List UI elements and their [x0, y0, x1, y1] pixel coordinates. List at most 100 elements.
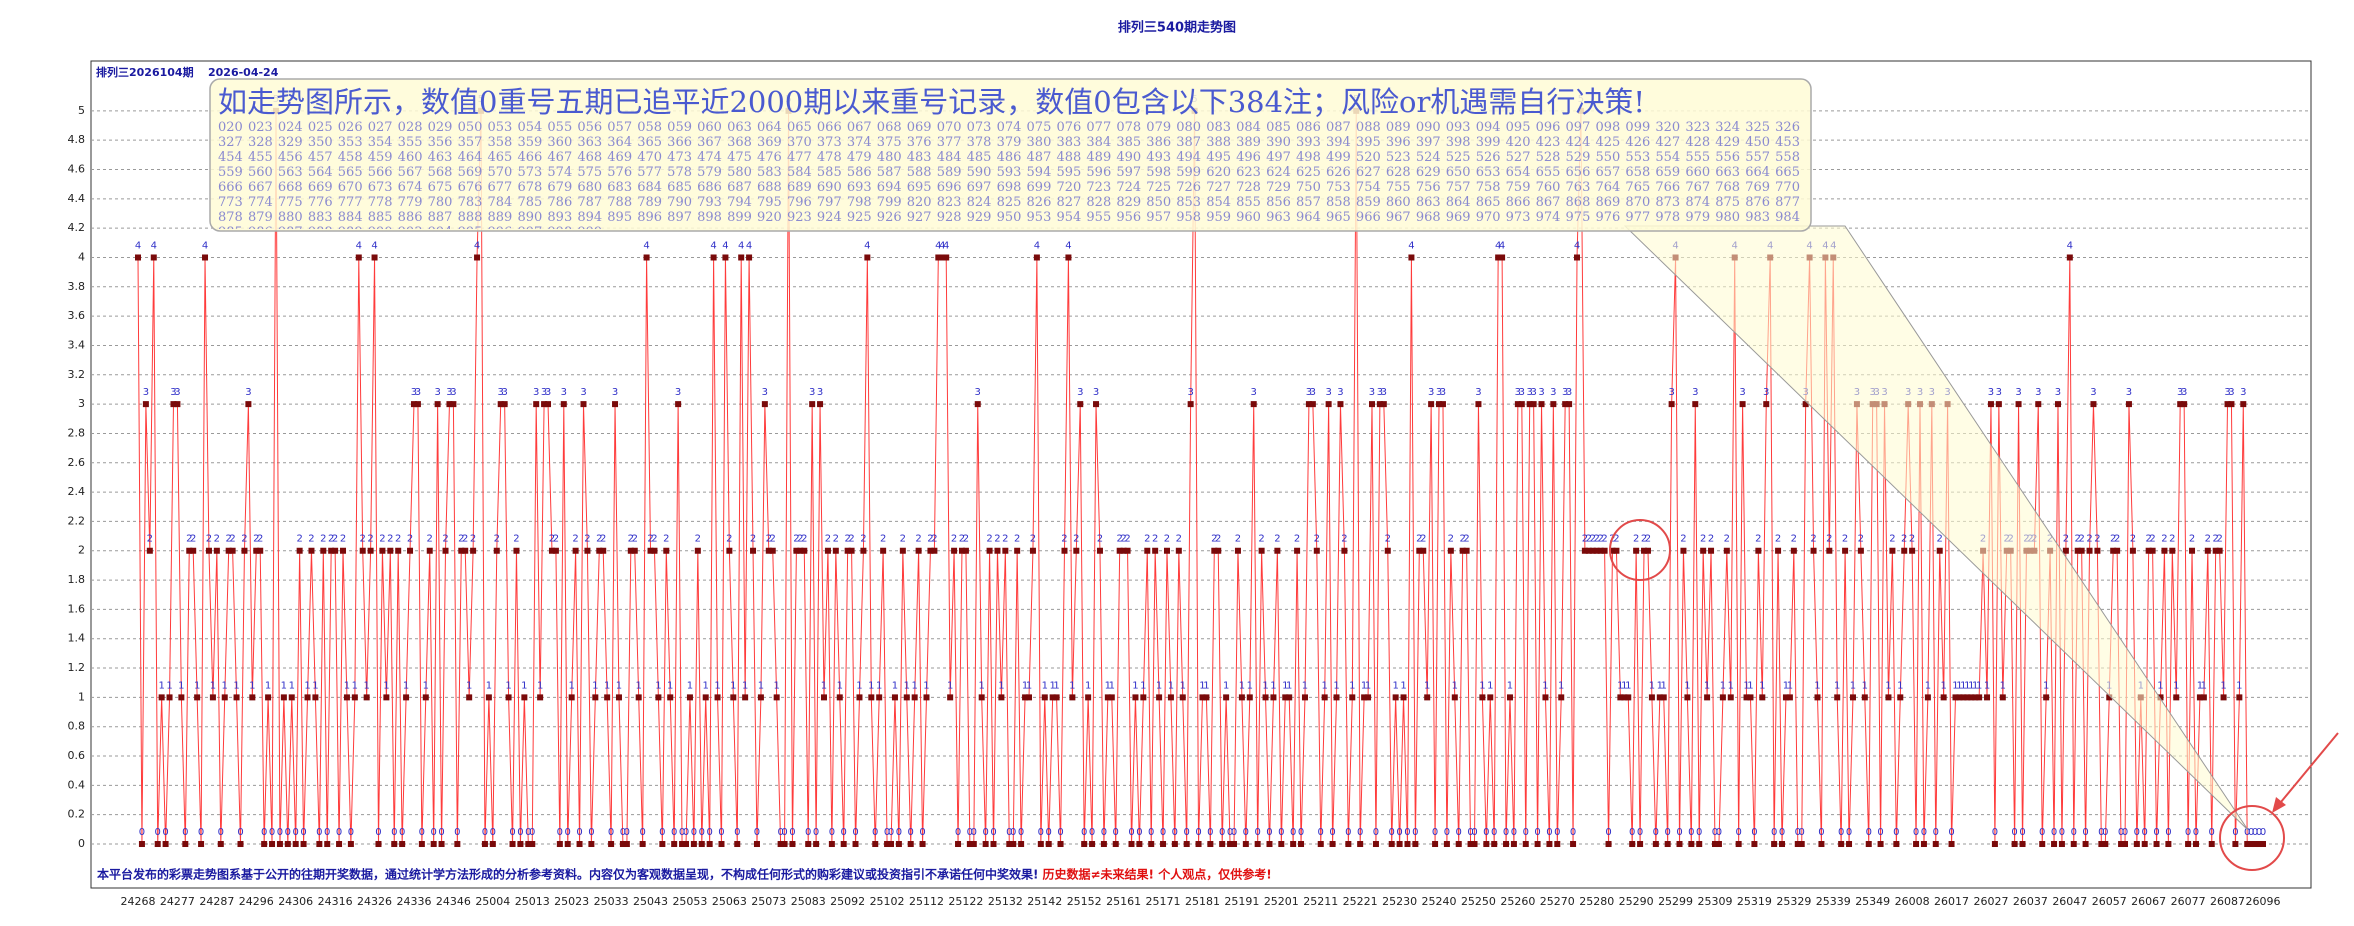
point	[1029, 547, 1036, 554]
data-label: 1	[537, 680, 543, 691]
point	[1089, 841, 1096, 848]
annotation-list: 020 023 024 025 026 027 028 029 050 053 …	[218, 120, 1800, 229]
data-label: 2	[1463, 534, 1469, 545]
point	[1301, 694, 1308, 701]
data-label: 2	[379, 534, 385, 545]
point	[947, 694, 954, 701]
point	[899, 547, 906, 554]
data-label: 1	[714, 680, 720, 691]
point	[1664, 841, 1671, 848]
data-label: 1	[1507, 680, 1513, 691]
data-label: 0	[2082, 827, 2088, 838]
point	[1404, 841, 1411, 848]
data-label: 0	[1629, 827, 1635, 838]
data-label: 4	[474, 240, 480, 251]
y-tick-label: 1.2	[68, 661, 86, 674]
data-label: 0	[1113, 827, 1119, 838]
point	[2106, 694, 2113, 701]
point	[1258, 547, 1265, 554]
point	[1294, 547, 1301, 554]
point	[2220, 694, 2227, 701]
data-label: 0	[813, 827, 819, 838]
point	[986, 547, 993, 554]
data-label: 0	[1664, 827, 1670, 838]
data-label: 1	[1282, 680, 1288, 691]
data-label: 0	[261, 827, 267, 838]
point	[868, 694, 875, 701]
point	[2189, 547, 2196, 554]
data-label: 2	[596, 534, 602, 545]
data-label: 1	[1960, 680, 1966, 691]
point	[182, 841, 189, 848]
point	[1231, 841, 1238, 848]
point	[367, 547, 374, 554]
data-label: 2	[663, 534, 669, 545]
data-label: 2	[2145, 534, 2151, 545]
data-label: 2	[1937, 534, 1943, 545]
point	[217, 841, 224, 848]
data-label: 0	[588, 827, 594, 838]
data-label: 1	[868, 680, 874, 691]
x-tick-label: 26037	[2013, 895, 2048, 908]
point	[1128, 841, 1135, 848]
data-label: 0	[2118, 827, 2124, 838]
point	[198, 841, 205, 848]
point	[793, 547, 800, 554]
point	[174, 401, 181, 408]
data-label: 0	[277, 827, 283, 838]
point	[2054, 401, 2061, 408]
data-label: 2	[328, 534, 334, 545]
data-label: 0	[1396, 827, 1402, 838]
data-label: 1	[1984, 680, 1990, 691]
data-label: 0	[699, 827, 705, 838]
point	[1984, 694, 1991, 701]
point	[292, 841, 299, 848]
data-label: 1	[363, 680, 369, 691]
point	[202, 254, 209, 261]
data-label: 2	[1724, 534, 1730, 545]
point	[718, 841, 725, 848]
data-label: 1	[1239, 680, 1245, 691]
data-label: 2	[844, 534, 850, 545]
data-label: 1	[1956, 680, 1962, 691]
point	[698, 841, 705, 848]
data-label: 0	[1491, 827, 1497, 838]
data-label: 2	[1215, 534, 1221, 545]
data-label: 1	[1621, 680, 1627, 691]
data-label: 2	[225, 534, 231, 545]
data-label: 3	[446, 387, 452, 398]
data-label: 0	[285, 827, 291, 838]
data-label: 1	[1783, 680, 1789, 691]
point	[722, 254, 729, 261]
data-label: 0	[1471, 827, 1477, 838]
point	[1282, 694, 1289, 701]
point	[2110, 547, 2117, 554]
point	[470, 547, 477, 554]
data-label: 0	[1948, 827, 1954, 838]
data-label: 1	[636, 680, 642, 691]
point	[158, 694, 165, 701]
point	[1428, 401, 1435, 408]
x-tick-label: 25221	[1343, 895, 1378, 908]
x-tick-label: 25033	[594, 895, 629, 908]
point	[911, 694, 918, 701]
data-label: 3	[1763, 387, 1769, 398]
data-label: 0	[1227, 827, 1233, 838]
data-label: 3	[1530, 387, 1536, 398]
data-label: 1	[1814, 680, 1820, 691]
data-label: 1	[1952, 680, 1958, 691]
point	[1798, 841, 1805, 848]
data-label: 1	[904, 680, 910, 691]
point	[1483, 841, 1490, 848]
point	[1641, 547, 1648, 554]
point	[675, 401, 682, 408]
point	[308, 547, 315, 554]
point	[817, 401, 824, 408]
point	[2260, 841, 2266, 848]
point	[631, 547, 638, 554]
point	[1727, 694, 1734, 701]
point	[1495, 254, 1502, 261]
point	[939, 254, 946, 261]
point	[1530, 401, 1537, 408]
data-label: 0	[777, 827, 783, 838]
